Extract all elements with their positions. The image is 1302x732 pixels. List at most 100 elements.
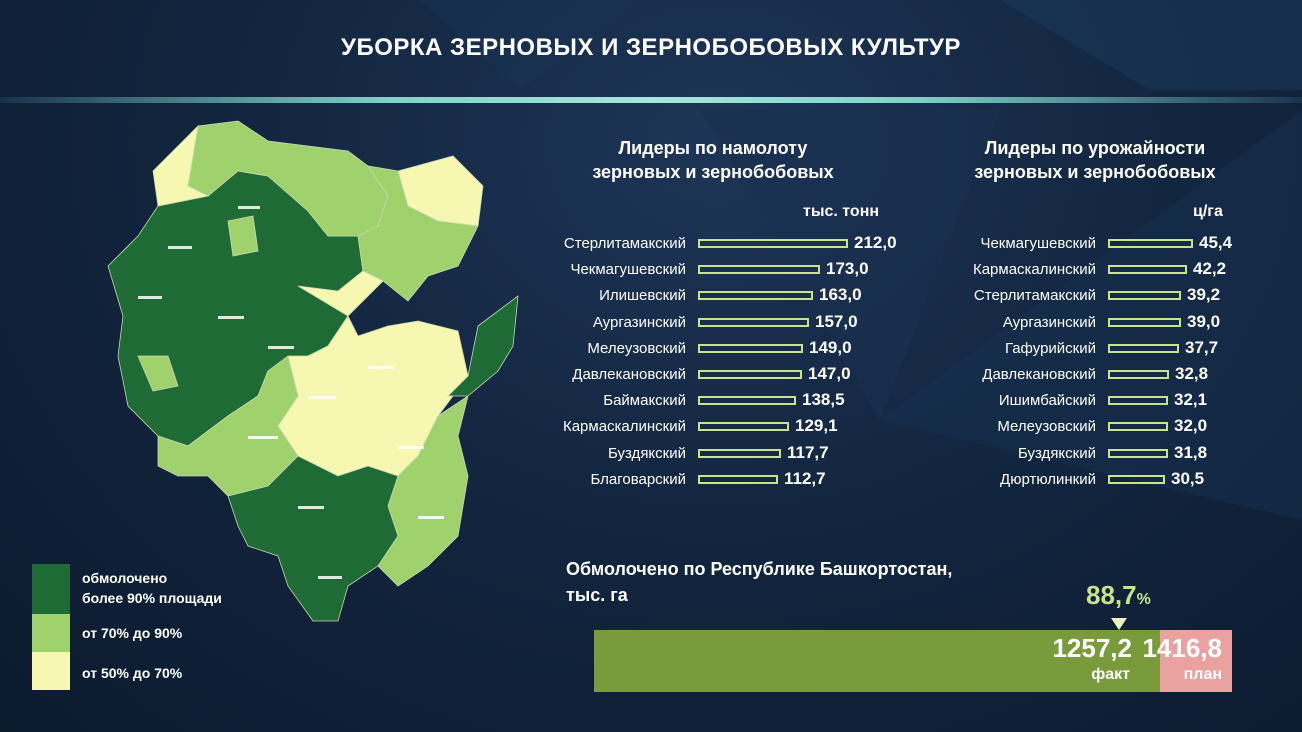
bar-value-label: 112,7 [784,468,826,488]
legend-label-50-70: от 50% до 70% [82,665,183,681]
summary-title-line2: тыс. га [566,585,628,605]
bar-category-label: Чекмагушевский [570,261,686,279]
bar-category-label: Стерлитамакский [563,235,686,252]
bar-value-label: 32,0 [1174,416,1208,436]
bar-value-label: 31,8 [1174,442,1208,462]
title-underline [0,97,1302,103]
progress-marker-icon [1111,618,1127,630]
summary-percent: 88,7% [1086,580,1151,611]
bar [698,370,802,379]
plan-label: план [1183,666,1222,683]
bar [698,474,778,484]
bar-value-label: 39,0 [1187,311,1221,331]
legend-label-line2: более 90% площади [82,590,222,606]
bar-category-label: Аургазинский [592,313,686,331]
bar-category-label: Буздякский [608,444,686,462]
bar [1108,291,1181,301]
threshing-unit: тыс. тонн [803,203,880,220]
legend-swatch-dark-green [32,564,70,614]
bar-value-label: 32,1 [1174,390,1208,410]
bar-value-label: 147,0 [808,364,851,383]
bar-value-label: 37,7 [1185,337,1219,357]
bar [698,239,848,248]
bar-value-label: 32,8 [1175,364,1209,383]
fact-label: факт [1091,666,1130,683]
legend-swatch-mid-green [32,614,70,652]
bar [1108,396,1168,406]
bar-category-label: Аургазинский [1002,313,1096,331]
yield-heading: Лидеры по урожайности зерновых и зернобо… [940,136,1250,184]
bar-category-label: Мелеузовский [997,418,1096,436]
bar-value-label: 138,5 [802,390,845,410]
summary-title-line1: Обмолочено по Республике Башкортостан, [566,559,953,579]
bar [698,317,809,327]
summary-percent-sign: % [1136,591,1151,608]
bar-value-label: 30,5 [1171,468,1205,488]
map-area-green-center [227,215,259,257]
map-area-green-west [137,355,179,392]
bar-category-label: Стерлитамакский [973,287,1096,305]
fact-value: 1257,2 [1052,633,1132,663]
bar [1108,474,1165,484]
bar [1108,265,1187,275]
threshing-heading-line2: зерновых и зернобобовых [592,162,834,182]
map-area-dark-east [447,295,519,397]
bar [698,343,803,353]
legend-label-over-90: обмолочено более 90% площади [82,568,222,608]
bar-category-label: Буздякский [1018,444,1096,462]
bar-value-label: 163,0 [819,285,862,305]
bar-category-label: Давлекановский [572,366,686,383]
yield-unit: ц/га [1193,203,1223,220]
bar [698,448,781,458]
map-area-yellow-nw [152,124,210,207]
bar-category-label: Чекмагушевский [980,235,1096,252]
legend-item-over-90: обмолочено более 90% площади [32,564,232,614]
legend-label-line1: обмолочено [82,570,168,586]
threshing-heading: Лидеры по намолоту зерновых и зернобобов… [548,136,878,184]
map-area-green-ne [357,165,479,302]
region-map [107,120,519,622]
bar-category-label: Мелеузовский [587,339,686,357]
bar-category-label: Дюртюлинкий [1000,470,1096,488]
bar-value-label: 42,2 [1193,259,1227,279]
bar [1108,343,1179,353]
bar-value-label: 45,4 [1199,233,1233,252]
bar [1108,239,1193,248]
summary-percent-value: 88,7 [1086,580,1137,610]
bar [698,396,796,406]
summary-title: Обмолочено по Республике Башкортостан, т… [566,556,952,608]
bar [698,422,789,432]
yield-heading-line2: зерновых и зернобобовых [974,162,1216,182]
fact-bar: 1257,2 факт [594,630,1160,692]
bar-category-label: Илишевский [599,287,686,305]
bar [1108,448,1168,458]
legend-item-50-70: от 50% до 70% [32,652,232,692]
legend-swatch-yellow [32,652,70,690]
bar-category-label: Баймакский [603,392,686,410]
bar-category-label: Давлекановский [982,366,1096,383]
bar-value-label: 129,1 [795,416,838,436]
bar-value-label: 157,0 [815,311,858,331]
plan-bar: 1416,8 план [1142,630,1232,692]
bar-category-label: Кармаскалинский [562,418,686,436]
yield-heading-line1: Лидеры по урожайности [984,138,1206,158]
bar-value-label: 149,0 [809,337,852,357]
bar [1108,422,1168,432]
bar [1108,317,1181,327]
bar-category-label: Гафурийский [1004,339,1096,357]
map-area-dark-south [227,455,399,622]
plan-value: 1416,8 [1142,633,1222,663]
bar-category-label: Ишимбайский [998,392,1096,410]
map-area-green-sw [157,355,299,497]
bar-category-label: Кармаскалинский [972,261,1096,279]
bar [1108,370,1169,379]
legend-item-70-90: от 70% до 90% [32,614,232,654]
page-title: УБОРКА ЗЕРНОВЫХ И ЗЕРНОБОБОВЫХ КУЛЬТУР [341,34,961,61]
bar-value-label: 173,0 [826,259,869,279]
bar-value-label: 117,7 [787,442,829,462]
bar [698,291,813,301]
bar-category-label: Благоварский [590,470,686,488]
threshing-heading-line1: Лидеры по намолоту [618,138,808,158]
bar-value-label: 39,2 [1187,285,1221,305]
